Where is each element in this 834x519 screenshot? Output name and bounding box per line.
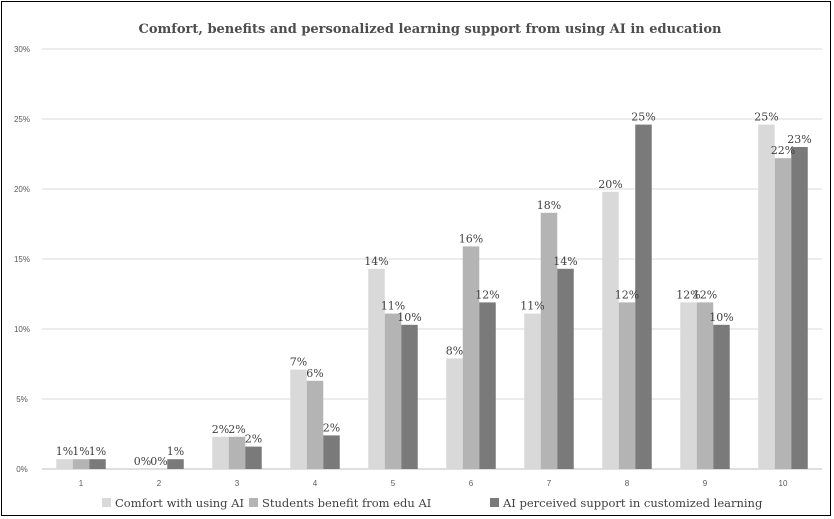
bar: [524, 313, 541, 469]
x-tick-label: 5: [391, 479, 396, 488]
data-label: 10%: [397, 311, 421, 324]
data-label: 7%: [290, 356, 307, 369]
x-axis-ticks: 1 2 3 4 5 6 7 8 9 10: [79, 479, 788, 488]
y-tick-label: 30%: [14, 45, 30, 54]
bar: [306, 380, 324, 469]
bar: [384, 313, 402, 469]
x-tick-label: 8: [625, 479, 630, 488]
y-tick-label: 10%: [14, 325, 30, 334]
y-tick-label: 25%: [14, 115, 30, 124]
bar: [245, 446, 262, 469]
data-label: 25%: [754, 111, 778, 124]
bar: [774, 158, 792, 469]
grid-lines: [42, 48, 822, 470]
data-label: 8%: [446, 344, 463, 357]
data-label: 12%: [475, 288, 499, 301]
data-label: 14%: [553, 255, 577, 268]
data-label: 20%: [598, 178, 622, 191]
legend-item: AI perceived support in customized learn…: [490, 496, 763, 510]
x-tick-label: 7: [547, 479, 552, 488]
y-axis-ticks: 0% 5% 10% 15% 20% 25% 30%: [14, 45, 30, 474]
y-tick-label: 20%: [14, 185, 30, 194]
bar: [401, 324, 418, 469]
data-label: 16%: [459, 232, 483, 245]
legend-label: Comfort with using AI: [115, 496, 244, 510]
bar: [680, 302, 697, 469]
data-label: 0%: [134, 455, 151, 468]
data-label: 1%: [167, 445, 184, 458]
bar: [557, 268, 574, 469]
legend-swatch: [490, 498, 499, 507]
legend-label: Students benefit from edu AI: [262, 496, 431, 510]
bar: [212, 436, 229, 469]
bar: [618, 302, 636, 469]
bar: [72, 459, 90, 469]
legend: Comfort with using AI Students benefit fr…: [102, 496, 763, 510]
data-label: 2%: [245, 433, 262, 446]
bar: [602, 191, 619, 470]
data-label: 12%: [693, 288, 717, 301]
chart-title: Comfort, benefits and personalized learn…: [139, 22, 723, 37]
data-label: 11%: [381, 300, 405, 313]
legend-label: AI perceived support in customized learn…: [502, 496, 763, 510]
data-label: 25%: [631, 111, 655, 124]
bar: [713, 324, 730, 469]
data-label: 6%: [306, 367, 323, 380]
data-label: 14%: [364, 255, 388, 268]
legend-item: Students benefit from edu AI: [249, 496, 431, 510]
y-tick-label: 15%: [14, 255, 30, 264]
bar: [89, 459, 106, 469]
legend-swatch: [249, 498, 258, 507]
bar: [446, 358, 463, 469]
legend-swatch: [102, 498, 111, 507]
data-label: 22%: [771, 144, 795, 157]
bar: [323, 435, 340, 469]
legend-item: Comfort with using AI: [102, 496, 244, 510]
x-tick-label: 1: [79, 479, 84, 488]
data-label: 1%: [56, 445, 73, 458]
x-tick-label: 4: [313, 479, 318, 488]
data-label: 1%: [72, 445, 89, 458]
data-label: 2%: [323, 421, 340, 434]
data-label: 11%: [520, 300, 544, 313]
data-label: 0%: [150, 455, 167, 468]
bar: [540, 212, 558, 470]
bars: [56, 124, 808, 470]
x-tick-label: 6: [469, 479, 474, 488]
data-label: 1%: [89, 445, 106, 458]
x-tick-label: 3: [235, 479, 240, 488]
data-label: 12%: [615, 288, 639, 301]
y-tick-label: 0%: [16, 465, 28, 474]
bar: [758, 124, 775, 469]
data-label: 12%: [676, 288, 700, 301]
data-label: 18%: [537, 199, 561, 212]
bar: [696, 302, 714, 469]
bar: [167, 459, 184, 469]
x-tick-label: 10: [779, 479, 788, 488]
data-label: 2%: [212, 423, 229, 436]
y-tick-label: 5%: [16, 395, 28, 404]
x-tick-label: 2: [157, 479, 162, 488]
data-labels: 1% 1% 1%0% 0%1%2% 2%2%7%6%2%14%11%10%8%16%12…: [56, 111, 812, 468]
data-label: 10%: [709, 311, 733, 324]
bar: [791, 147, 808, 469]
x-tick-label: 9: [703, 479, 708, 488]
bar: [290, 369, 307, 469]
bar: [228, 436, 246, 469]
data-label: 2%: [228, 423, 245, 436]
data-label: 23%: [787, 133, 811, 146]
bar: [368, 268, 385, 469]
bar: [462, 246, 480, 469]
bar: [56, 459, 73, 469]
bar: [635, 124, 652, 469]
bar: [479, 302, 496, 469]
